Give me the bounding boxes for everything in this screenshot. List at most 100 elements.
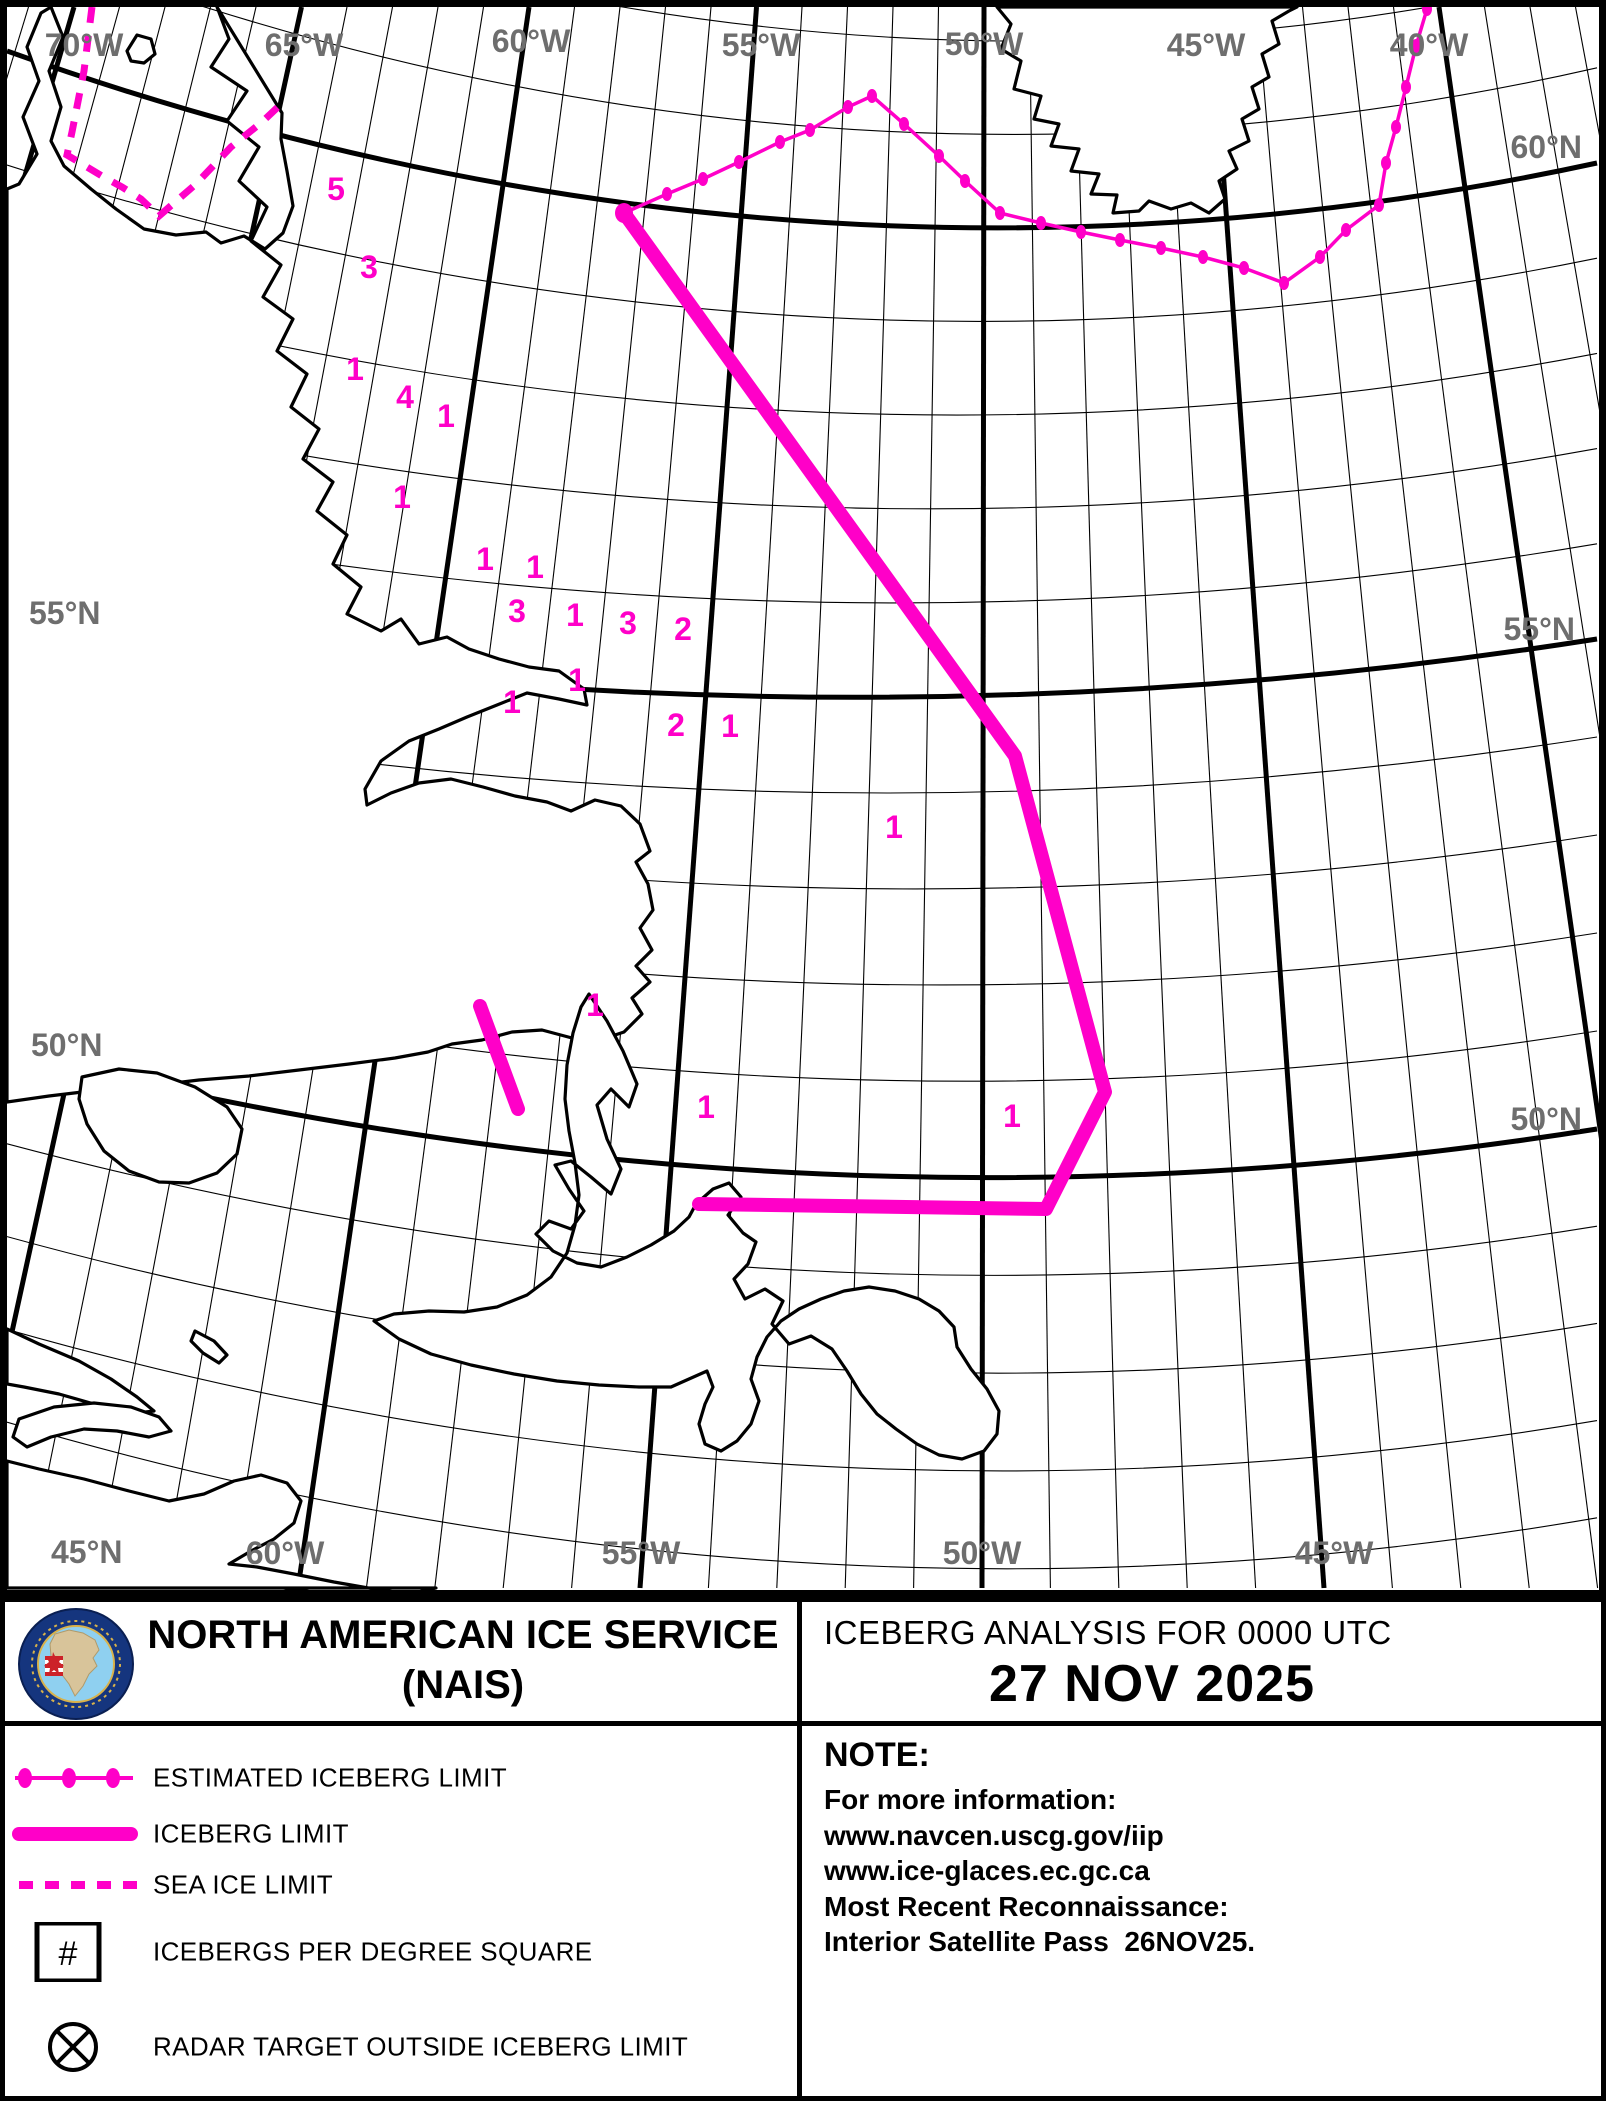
nais-logo <box>18 1608 134 1720</box>
iceberg-count: 4 <box>396 379 414 415</box>
coast-small-island <box>125 33 157 65</box>
meridian-minor-43W <box>1301 7 1462 1589</box>
coord-label: 70°W <box>45 27 124 63</box>
legend-label: ICEBERGS PER DEGREE SQUARE <box>153 1936 593 1967</box>
iceberg-count: 2 <box>667 707 685 743</box>
note-panel: NOTE: For more information: www.navcen.us… <box>797 1721 1606 2101</box>
estimated-limit-dot <box>805 123 815 137</box>
estimated-limit-dot <box>995 206 1005 220</box>
coast-new-brunswick <box>7 1327 156 1416</box>
meridian-minor-49W <box>1028 7 1051 1589</box>
note-line: For more information: <box>824 1784 1117 1815</box>
meridian-minor-47W <box>1119 7 1188 1589</box>
iceberg-count: 3 <box>619 605 637 641</box>
legend-label: SEA ICE LIMIT <box>153 1869 334 1900</box>
analysis-title: ICEBERG ANALYSIS FOR 0000 UTC <box>824 1614 1392 1651</box>
estimated-limit-dot <box>1341 223 1351 237</box>
coordinate-labels: 70°W 65°W 60°W 55°W 50°W 45°W 40°W 60°N 55°N 50°N… <box>29 23 1582 1571</box>
estimated-limit-dot <box>1036 216 1046 230</box>
estimated-limit-dot <box>1315 250 1325 264</box>
coord-label: 60°W <box>246 1535 325 1571</box>
coord-label: 45°W <box>1167 27 1246 63</box>
estimated-limit-dot <box>734 155 744 169</box>
estimated-limit-dot <box>775 135 785 149</box>
iceberg-count: 3 <box>360 249 378 285</box>
iceberg-count: 1 <box>885 809 903 845</box>
coord-label: 65°W <box>265 27 344 63</box>
coord-label: 45°N <box>51 1534 123 1570</box>
estimated-limit-dot <box>1115 233 1125 247</box>
coast-pei <box>11 1401 173 1449</box>
coast-anticosti <box>77 1067 244 1185</box>
meridian-minor-37W <box>1574 7 1599 136</box>
estimated-limit-dot <box>934 149 944 163</box>
meridian-minor-44W <box>1256 7 1393 1589</box>
meridian-minor-42W <box>1347 7 1530 1589</box>
iceberg-count: 1 <box>568 662 586 698</box>
estimated-limit-dot <box>1374 198 1384 212</box>
note-line: www.navcen.uscg.gov/iip <box>824 1819 1164 1851</box>
estimated-limit-dot <box>662 187 672 201</box>
coord-label: 60°N <box>1511 129 1583 165</box>
coast-nova-scotia <box>7 1459 438 1590</box>
logo-flag <box>44 1652 64 1676</box>
iceberg-count: 1 <box>503 684 521 720</box>
iceberg-count: 1 <box>346 351 364 387</box>
estimated-symbol-icon <box>15 1768 133 1788</box>
dashed-symbol-icon <box>19 1881 137 1889</box>
estimated-limit-dot <box>899 117 909 131</box>
estimated-limit-dot <box>1422 7 1432 16</box>
parallel-minor-47N <box>7 1328 1598 1472</box>
meridian-minor-39W <box>1483 7 1599 735</box>
iceberg-analysis-map: 5 3 1 4 1 1 1 1 3 1 3 2 1 1 2 1 1 1 1 1 70°W 65°W 60°W 55°W 50°W… <box>0 0 1606 1597</box>
legend-item-radar: RADAR TARGET OUTSIDE ICEBERG LIMIT <box>5 2017 797 2077</box>
legend-item-thick: ICEBERG LIMIT <box>5 1804 797 1864</box>
coast-newfoundland <box>372 992 1001 1461</box>
coord-label: 60°W <box>492 23 571 59</box>
square-symbol-icon: # <box>34 1922 102 1982</box>
agency-title: NORTH AMERICAN ICE SERVICE <box>147 1613 779 1657</box>
coord-label: 45°W <box>1295 1535 1374 1571</box>
agency-header: NORTH AMERICAN ICE SERVICE (NAIS) <box>0 1597 802 1726</box>
parallel-minor-61N <box>202 7 1598 136</box>
estimated-limit-dot <box>1239 261 1249 275</box>
legend-item-dashed: SEA ICE LIMIT <box>5 1855 797 1915</box>
iceberg-count: 5 <box>327 171 345 207</box>
legend-label: ESTIMATED ICEBERG LIMIT <box>153 1762 507 1793</box>
estimated-limit-dot <box>1411 39 1421 53</box>
estimated-limit-dot <box>1391 120 1401 134</box>
iceberg-count: 1 <box>566 597 584 633</box>
iceberg-count: 1 <box>437 398 455 434</box>
iceberg-count: 3 <box>508 593 526 629</box>
estimated-limit-dot <box>1076 225 1086 239</box>
parallel-minor-62N <box>619 7 1432 42</box>
legend: ESTIMATED ICEBERG LIMIT ICEBERG LIMIT SEA … <box>0 1721 802 2101</box>
iceberg-count: 1 <box>476 541 494 577</box>
note-line: Most Recent Reconnaissance: <box>824 1890 1229 1922</box>
analysis-date: 27 NOV 2025 <box>988 1655 1316 1713</box>
estimated-limit-dot <box>843 100 853 114</box>
coord-label: 55°W <box>722 27 801 63</box>
parallel-minor-59N <box>7 164 1598 322</box>
sea-ice-limit-line <box>63 7 283 221</box>
meridian-major-45W <box>1209 7 1327 1589</box>
meridian-major-50W <box>979 7 987 1589</box>
coord-label: 55°N <box>1504 611 1576 647</box>
meridian-major-40W <box>1436 7 1599 1139</box>
coastlines <box>7 7 1299 1590</box>
meridian-minor-48W <box>1074 7 1120 1589</box>
parallel-minor-49N <box>7 1143 1598 1276</box>
coast-greenland <box>995 7 1299 215</box>
coord-label: 40°W <box>1390 27 1469 63</box>
estimated-limit-dot <box>960 174 970 188</box>
thick-symbol-icon <box>12 1827 138 1841</box>
parallel-minor-48N <box>7 1236 1598 1374</box>
iceberg-limit-strait-segment <box>473 999 525 1116</box>
coord-label: 50°W <box>943 1535 1022 1571</box>
coord-label: 55°N <box>29 595 101 631</box>
note-heading: NOTE: <box>824 1736 930 1774</box>
estimated-limit-dot <box>1401 80 1411 94</box>
coast-magdalen <box>189 1329 229 1365</box>
